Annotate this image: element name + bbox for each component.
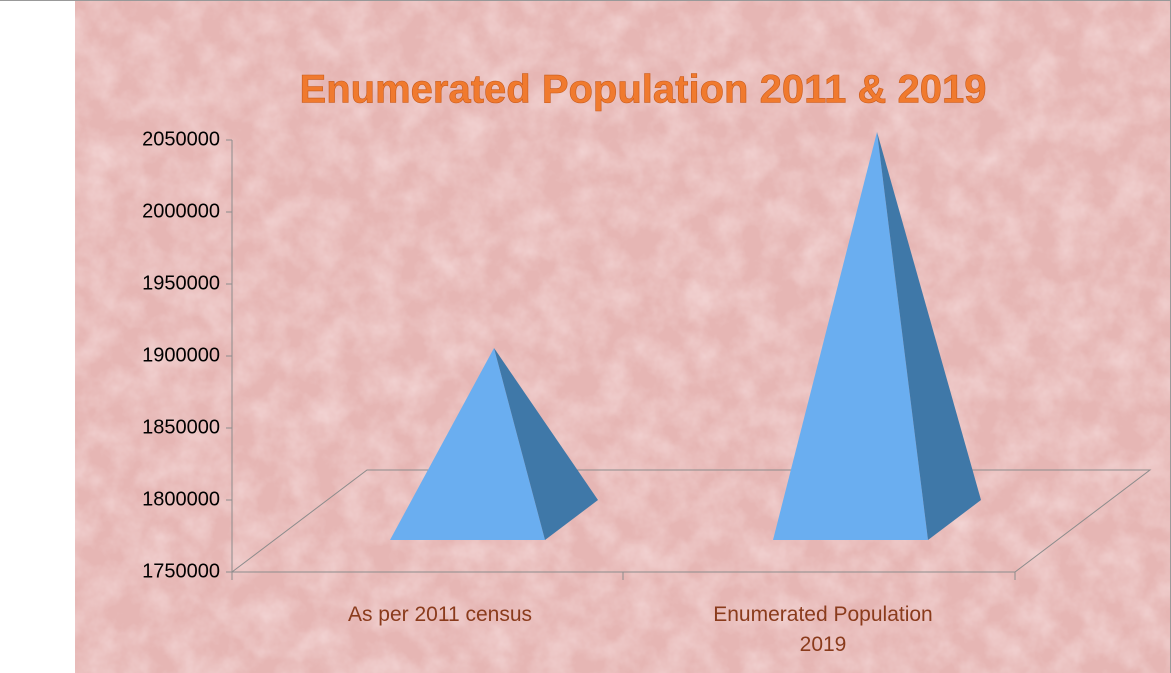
y-tick-label: 1850000 [142,416,220,438]
pyramid-side [877,132,981,540]
texture [75,0,1171,673]
pyramid [773,132,981,540]
y-tick-label: 1900000 [142,344,220,366]
y-tick-label: 1800000 [142,488,220,510]
y-tick-label: 1750000 [142,560,220,582]
chart-title: Enumerated Population 2011 & 2019 [300,68,987,112]
pyramid [390,348,598,540]
x-tick-label: As per 2011 census [347,603,533,626]
y-tick-label: 1950000 [142,272,220,294]
floor [230,469,1152,573]
pyramid-front [773,132,928,540]
pyramid-front [390,348,545,540]
x-tick-label: Enumerated Population 2019 [713,603,933,656]
pyramid-side [494,348,598,540]
y-tick-label: 2000000 [142,200,220,222]
y-tick-label: 2050000 [142,128,220,150]
